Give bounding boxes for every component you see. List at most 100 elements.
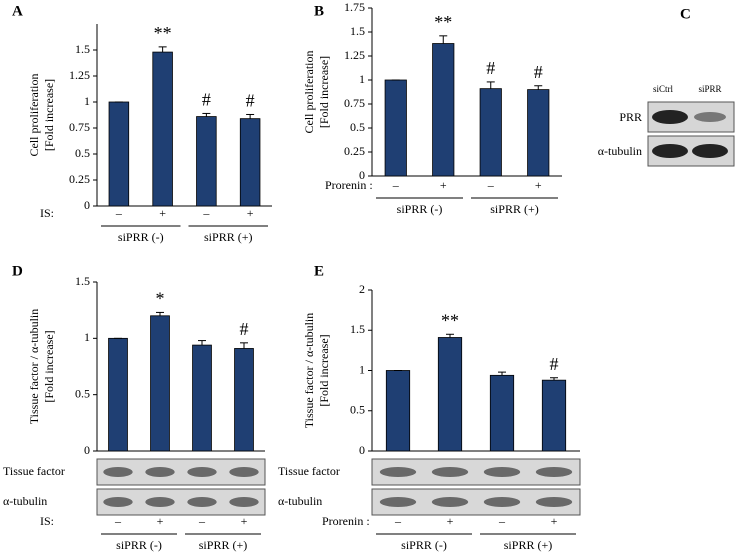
y-tick-label: 0.5 (350, 403, 365, 417)
blot-label: α-tubulin (598, 144, 642, 158)
blot-band (692, 144, 728, 158)
significance-mark: # (486, 58, 495, 78)
y-tick-label: 0.5 (75, 386, 90, 400)
panel-letter: D (12, 263, 23, 279)
blot-c: siCtrl siPRR PRR α-tubulin (598, 84, 735, 167)
bar (541, 379, 567, 452)
y-tick-label: 0.75 (344, 96, 365, 110)
y-tick-label: 1 (84, 94, 90, 108)
y-tick-label: 0 (359, 443, 365, 457)
y-tick-label: 0.5 (350, 120, 365, 134)
condition-sign: – (498, 514, 506, 528)
y-axis-label: Cell proliferation (27, 74, 41, 157)
blot-band (103, 467, 133, 477)
blot-band (145, 467, 175, 477)
group-label: siPRR (-) (116, 538, 162, 552)
y-axis-label: Tissue factor / α-tubulin (302, 313, 316, 429)
treatment-label: IS: (40, 206, 54, 220)
bar (432, 43, 455, 177)
significance-mark: ** (154, 23, 172, 43)
condition-sign: + (440, 178, 447, 192)
blot-label: Tissue factor (278, 464, 340, 478)
bar (108, 337, 128, 452)
group-label: siPRR (+) (504, 538, 552, 552)
condition-sign: + (535, 178, 542, 192)
blot-band (187, 497, 217, 507)
group-label: siPRR (+) (199, 538, 247, 552)
condition-sign: + (447, 514, 454, 528)
condition-sign: – (487, 178, 495, 192)
treatment-label: Prorenin : (325, 178, 373, 192)
blot-band (652, 110, 688, 124)
y-tick-label: 1 (359, 362, 365, 376)
group-label: siPRR (-) (397, 202, 443, 216)
bar (192, 344, 212, 452)
y-axis-label: [Fold increase] (42, 79, 56, 151)
blot-band (379, 497, 417, 507)
group-label: siPRR (-) (118, 230, 164, 244)
blot-band (431, 497, 469, 507)
group-label: siPRR (-) (401, 538, 447, 552)
condition-sign: + (157, 514, 164, 528)
y-tick-label: 0.25 (69, 172, 90, 186)
lane-label: siCtrl (653, 84, 674, 94)
blot-band (431, 467, 469, 477)
blot-band (229, 467, 259, 477)
y-tick-label: 2 (359, 282, 365, 296)
significance-mark: # (246, 91, 255, 111)
condition-sign: + (247, 206, 254, 220)
bar (234, 348, 254, 452)
significance-mark: # (534, 62, 543, 82)
bar (152, 51, 173, 207)
bar (527, 89, 550, 177)
y-tick-label: 1.25 (69, 68, 90, 82)
blot-band (535, 497, 573, 507)
significance-mark: * (156, 289, 165, 309)
bar (489, 374, 515, 452)
y-tick-label: 1 (84, 330, 90, 344)
y-tick-label: 0 (84, 198, 90, 212)
y-tick-label: 1 (359, 72, 365, 86)
bar (479, 88, 502, 177)
y-tick-label: 0 (84, 443, 90, 457)
significance-mark: # (240, 319, 249, 339)
significance-mark: ** (434, 12, 452, 32)
condition-sign: – (114, 514, 122, 528)
condition-sign: – (392, 178, 400, 192)
condition-sign: + (241, 514, 248, 528)
blot-band (694, 112, 726, 122)
group-label: siPRR (+) (490, 202, 538, 216)
bar (150, 315, 170, 452)
y-tick-label: 0.75 (69, 120, 90, 134)
treatment-label: IS: (40, 514, 54, 528)
y-tick-label: 1.5 (75, 274, 90, 288)
y-tick-label: 1.5 (350, 322, 365, 336)
y-tick-label: 1.5 (350, 24, 365, 38)
blot-band (103, 497, 133, 507)
y-axis-label: [Fold increase] (317, 56, 331, 128)
panel-letter: B (314, 3, 324, 19)
condition-sign: – (198, 514, 206, 528)
treatment-label: Prorenin : (322, 514, 370, 528)
bar (239, 118, 261, 207)
y-tick-label: 0 (359, 168, 365, 182)
condition-sign: – (394, 514, 402, 528)
blot-band (145, 497, 175, 507)
blot-label: Tissue factor (3, 464, 65, 478)
y-axis-label: Tissue factor / α-tubulin (27, 309, 41, 425)
bar (437, 337, 463, 452)
blot-band (379, 467, 417, 477)
lane-label: siPRR (698, 84, 721, 94)
significance-mark: ** (441, 310, 459, 330)
bar (108, 101, 130, 207)
panel-letter: E (314, 263, 324, 279)
y-axis-label: Cell proliferation (302, 51, 316, 134)
blot-label: α-tubulin (278, 494, 322, 508)
blot-band (483, 497, 521, 507)
blot-label: PRR (619, 110, 642, 124)
condition-sign: – (115, 206, 123, 220)
bar (384, 79, 407, 177)
bar (385, 370, 411, 452)
bar (196, 116, 217, 207)
